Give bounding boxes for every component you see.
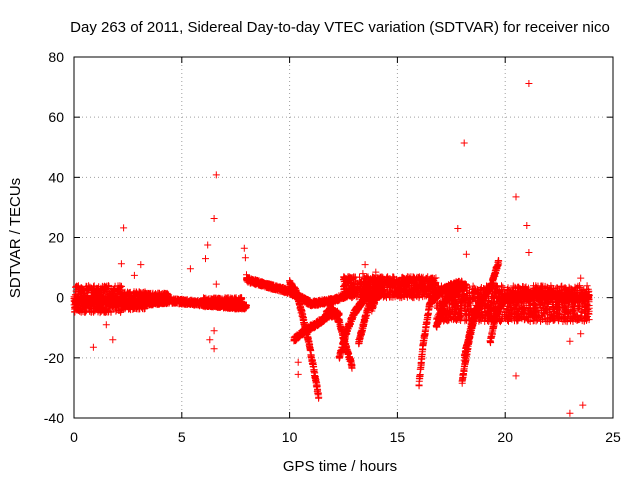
data-point [361,275,369,282]
x-tick-label: 25 [605,429,621,445]
data-point [410,278,418,285]
data-point [415,282,423,290]
data-point [420,277,428,285]
data-point [373,281,381,289]
data-point [387,277,395,285]
data-point [347,279,355,286]
data-point [403,293,411,301]
grid-lines [74,57,613,418]
x-tick-label: 20 [497,429,513,445]
data-point [392,288,400,296]
data-point [85,282,93,290]
data-point [359,279,367,287]
axis-ticks [73,56,614,419]
data-point [405,282,413,290]
data-point [378,273,386,281]
data-point [429,274,437,282]
data-point [354,283,362,291]
data-point [130,288,138,296]
data-point [399,279,407,286]
data-point [414,288,422,296]
y-tick-label: 20 [48,230,64,246]
data-point [341,281,349,289]
data-point [422,287,430,294]
data-point [383,284,391,291]
chart-title: Day 263 of 2011, Sidereal Day-to-day VTE… [70,19,610,36]
y-tick-label: 60 [48,109,64,125]
data-point [80,290,88,297]
x-tick-label: 5 [178,429,186,445]
data-point [376,274,384,282]
y-tick-label: -20 [44,350,64,366]
y-tick-label: 40 [48,169,64,185]
data-point [414,274,422,281]
data-point [406,288,414,296]
data-point [409,273,417,281]
data-point [340,274,348,282]
data-point [405,274,413,282]
data-point [396,292,404,300]
y-tick-label: 80 [48,49,64,65]
data-point [410,286,418,294]
data-point [87,288,95,296]
data-point [424,273,432,281]
y-tick-label: 0 [56,290,64,306]
data-point [399,288,407,296]
data-points [70,80,593,417]
x-tick-label: 0 [70,429,78,445]
data-point [94,285,102,293]
data-point [92,286,100,294]
x-tick-labels: 0 5 10 15 20 25 [70,429,621,445]
data-point [421,278,429,286]
data-point [351,273,359,281]
data-point [163,289,171,297]
data-point [110,285,118,293]
data-point [105,283,113,291]
data-point [73,282,81,290]
data-point [340,276,348,284]
data-point [116,282,124,290]
data-point [121,290,129,298]
data-point [371,277,378,285]
data-point [101,286,109,294]
data-point [369,280,377,288]
y-tick-labels: -40 -20 0 20 40 60 80 [44,49,64,426]
data-point [362,283,370,291]
x-tick-label: 10 [282,429,298,445]
y-tick-label: -40 [44,410,64,426]
data-point [105,304,113,312]
data-point [81,308,89,316]
data-point [360,277,368,285]
data-point [418,291,426,299]
data-point [398,274,406,282]
data-point [387,282,395,290]
data-point [96,309,104,317]
x-tick-label: 15 [390,429,406,445]
data-point [389,293,397,301]
data-point [99,305,107,313]
